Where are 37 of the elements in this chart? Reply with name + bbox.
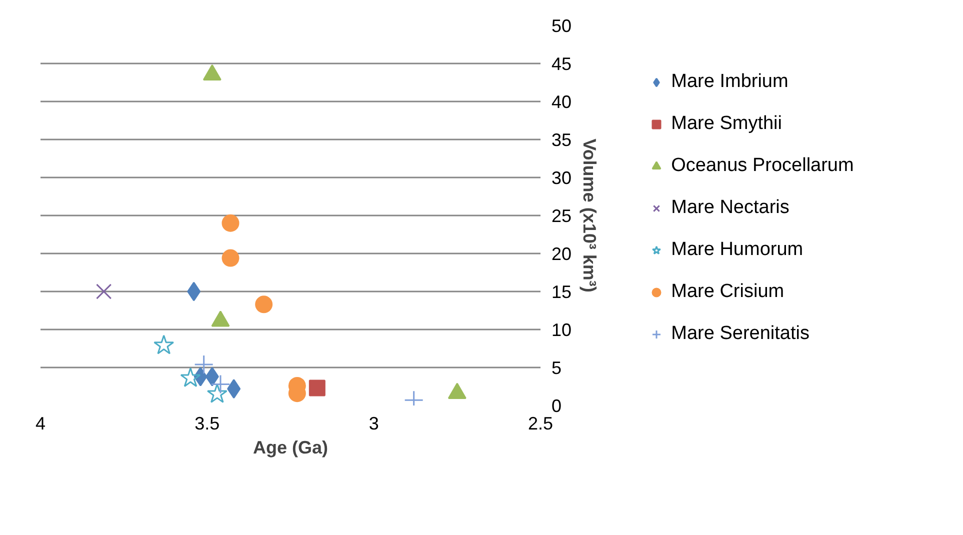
y-tick-label: 50 <box>552 16 572 36</box>
y-tick-label: 30 <box>552 168 572 188</box>
point <box>154 334 174 354</box>
point <box>222 214 240 232</box>
y-tick-label: 20 <box>552 244 572 264</box>
y-tick-label: 40 <box>552 92 572 112</box>
y-tick-label: 0 <box>552 396 562 416</box>
y-tick-label: 45 <box>552 54 572 74</box>
x-tick-label: 2.5 <box>528 414 554 434</box>
point <box>210 374 230 394</box>
point <box>222 249 240 267</box>
legend-label: Mare Nectaris <box>671 197 790 219</box>
point <box>205 366 219 386</box>
point <box>227 379 241 399</box>
x-tick-label: 3.5 <box>194 414 220 434</box>
y-tick-label: 10 <box>552 320 572 340</box>
x-axis-title: Age (Ga) <box>252 438 328 458</box>
y-tick-label: 35 <box>552 130 572 150</box>
point <box>308 380 326 396</box>
legend-label: Mare Humorum <box>671 239 804 261</box>
y-tick-label: 15 <box>552 282 572 302</box>
point <box>180 367 201 387</box>
x-tick-label: 3 <box>368 414 379 434</box>
y-tick-label: 5 <box>552 358 562 378</box>
point <box>187 282 201 302</box>
x-tick-label: 4 <box>35 414 46 434</box>
y-tick-label: 25 <box>552 206 572 226</box>
point <box>194 354 214 374</box>
legend-label: Oceanus Procellarum <box>671 155 854 177</box>
point <box>255 296 273 314</box>
y-axis-title: Volume (x10³ km³) <box>580 138 600 292</box>
point <box>206 383 228 403</box>
legend-label: Mare Serenitatis <box>671 323 810 345</box>
point <box>96 284 112 300</box>
legend-label: Mare Imbrium <box>671 71 788 93</box>
legend-label: Mare Crisium <box>671 281 784 303</box>
legend-label: Mare Smythii <box>671 113 782 135</box>
